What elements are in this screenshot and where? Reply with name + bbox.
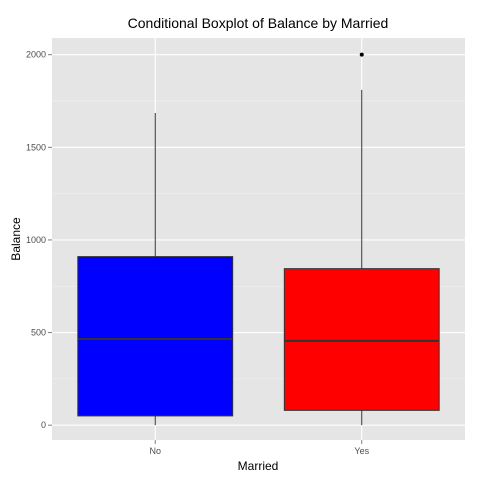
- y-tick-label: 1500: [26, 142, 46, 152]
- y-tick-label: 0: [41, 420, 46, 430]
- y-tick-label: 500: [31, 328, 46, 338]
- iqr-box: [284, 269, 439, 411]
- outlier-point: [360, 53, 364, 57]
- y-tick-label: 2000: [26, 50, 46, 60]
- y-tick-label: 1000: [26, 235, 46, 245]
- iqr-box: [78, 257, 233, 416]
- y-axis-title: Balance: [9, 217, 23, 261]
- x-axis-ticks: No Yes: [149, 440, 369, 456]
- x-tick-label: Yes: [354, 446, 369, 456]
- x-axis-title: Married: [238, 459, 279, 473]
- y-axis-ticks: 0 500 1000 1500 2000: [26, 50, 52, 431]
- x-tick-label: No: [149, 446, 161, 456]
- chart-title: Conditional Boxplot of Balance by Marrie…: [128, 15, 389, 31]
